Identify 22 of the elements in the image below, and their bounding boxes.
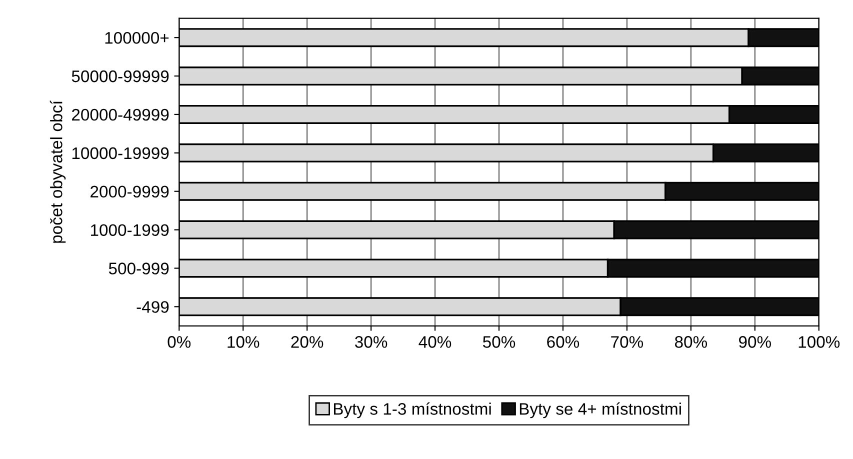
- y-tick-label: 1000-1999: [90, 224, 169, 236]
- x-tick-label: 50%: [482, 336, 516, 348]
- legend-label: Byty se 4+ místnostmi: [520, 402, 681, 418]
- x-tick-label: 70%: [611, 336, 644, 348]
- y-tick-label: -499: [136, 301, 169, 313]
- x-tick-label: 0%: [168, 336, 191, 348]
- y-tick-label: 100000+: [105, 32, 169, 44]
- y-tick-label: 2000-9999: [90, 186, 169, 198]
- x-tick-label: 60%: [547, 336, 580, 348]
- y-axis-title: počet obyvatel obcí: [50, 100, 66, 243]
- x-tick-label: 30%: [355, 336, 388, 348]
- x-tick-label: 20%: [291, 336, 324, 348]
- x-tick-label: 90%: [739, 336, 771, 348]
- y-tick-label: 500-999: [108, 262, 169, 274]
- x-tick-label: 80%: [674, 336, 708, 348]
- legend-label: Byty s 1-3 místnostmi: [334, 402, 491, 418]
- y-tick-label: 20000-49999: [72, 108, 169, 121]
- x-tick-label: 10%: [228, 336, 260, 348]
- y-tick-label: 10000-19999: [72, 147, 169, 160]
- x-tick-label: 100%: [798, 336, 840, 348]
- x-tick-label: 40%: [418, 336, 452, 348]
- y-tick-label: 50000-99999: [72, 70, 169, 82]
